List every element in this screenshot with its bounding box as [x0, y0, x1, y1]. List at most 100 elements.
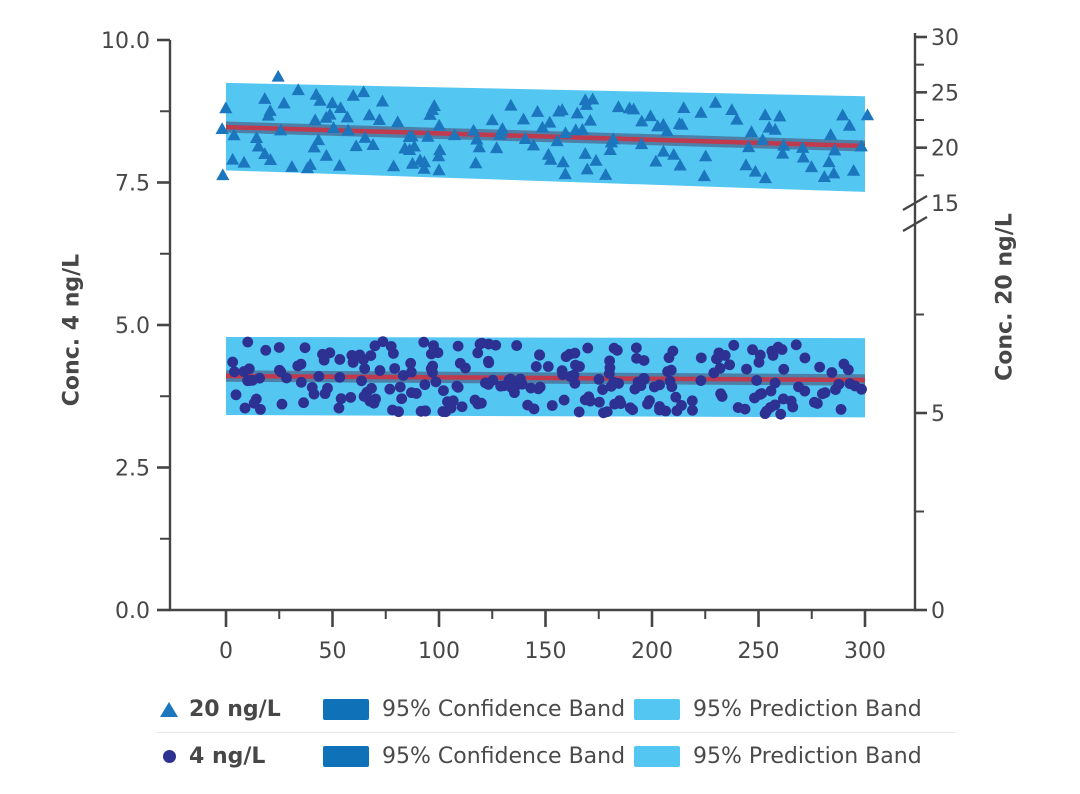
data-point-circle	[505, 373, 516, 385]
data-point-circle	[452, 340, 464, 352]
data-point-triangle	[356, 85, 371, 98]
data-point-triangle	[263, 104, 277, 116]
data-point-triangle	[391, 115, 405, 128]
data-point-circle	[654, 404, 665, 416]
data-point-triangle	[773, 109, 787, 122]
right-tick-label: 30	[931, 26, 959, 51]
data-point-circle	[753, 356, 765, 368]
x-tick-label: 300	[844, 639, 886, 664]
data-point-circle	[756, 388, 768, 399]
data-point-triangle	[697, 169, 711, 182]
data-point-circle	[333, 402, 345, 414]
confidence-band-swatch	[323, 745, 369, 767]
data-point-triangle	[796, 150, 810, 163]
data-point-triangle	[421, 129, 435, 142]
data-point-circle	[534, 349, 545, 361]
data-point-circle	[239, 402, 251, 414]
series-20ng/L	[215, 69, 875, 192]
data-point-circle	[708, 367, 720, 379]
data-point-triangle	[346, 88, 360, 101]
data-point-triangle	[372, 113, 387, 125]
data-point-triangle	[758, 171, 772, 184]
data-point-triangle	[358, 131, 372, 143]
data-point-triangle	[413, 153, 427, 166]
right-tick-label: 5	[931, 402, 945, 427]
right-axis-title: Conc. 20 ng/L	[992, 213, 1018, 381]
legend-series-label: 20 ng/L	[189, 696, 281, 722]
data-point-triangle	[431, 149, 446, 162]
data-point-circle	[799, 352, 811, 364]
data-point-circle	[454, 357, 466, 369]
left-tick-label: 0.0	[115, 599, 150, 624]
prediction-band-swatch	[634, 745, 680, 767]
data-point-triangle	[432, 163, 446, 176]
data-point-triangle	[432, 118, 446, 131]
data-point-triangle	[215, 122, 229, 135]
data-point-circle	[483, 357, 495, 369]
data-point-circle	[275, 366, 287, 378]
data-point-circle	[741, 363, 752, 375]
data-point-triangle	[285, 160, 299, 172]
data-point-triangle	[309, 87, 323, 100]
data-point-circle	[777, 393, 789, 405]
data-point-circle	[569, 347, 581, 359]
data-point-circle	[715, 388, 727, 400]
data-point-triangle	[589, 154, 603, 166]
data-point-circle	[396, 393, 408, 405]
data-point-circle	[765, 385, 777, 397]
prediction-band-swatch	[634, 698, 680, 720]
confidence-band-label: 95% Confidence Band	[382, 696, 626, 722]
data-point-triangle	[555, 103, 569, 116]
legend-series-label: 4 ng/L	[189, 743, 266, 769]
data-point-circle	[569, 377, 581, 389]
data-point-circle	[490, 339, 502, 351]
legend-divider	[157, 732, 955, 733]
data-point-triangle	[485, 113, 499, 126]
data-point-circle	[472, 347, 484, 359]
data-point-circle	[445, 402, 457, 414]
data-point-triangle	[739, 158, 753, 171]
data-point-circle	[778, 363, 790, 375]
data-point-triangle	[470, 132, 484, 145]
data-point-triangle	[504, 98, 518, 111]
data-point-triangle	[817, 170, 831, 182]
data-point-circle	[469, 394, 481, 406]
x-tick-label: 250	[738, 639, 780, 664]
data-point-circle	[358, 390, 370, 402]
data-point-circle	[546, 400, 558, 411]
data-point-circle	[419, 379, 431, 391]
data-point-circle	[276, 398, 288, 410]
data-point-circle	[298, 397, 309, 409]
data-point-triangle	[493, 128, 507, 140]
data-point-triangle	[237, 155, 251, 168]
right-tick-label: 15	[931, 192, 959, 217]
data-point-triangle	[603, 143, 617, 155]
data-point-triangle	[227, 128, 241, 141]
right-tick-label: 25	[931, 81, 959, 106]
data-point-circle	[385, 340, 397, 352]
data-point-triangle	[569, 123, 583, 136]
data-point-triangle	[516, 112, 531, 125]
confidence-band-swatch	[323, 698, 369, 720]
data-point-circle	[228, 366, 240, 378]
data-point-circle	[598, 407, 609, 419]
data-point-triangle	[362, 108, 376, 121]
data-point-circle	[474, 338, 486, 350]
data-point-circle	[560, 351, 572, 363]
data-point-circle	[604, 362, 616, 374]
data-point-circle	[844, 378, 856, 390]
data-point-triangle	[271, 69, 285, 82]
data-point-circle	[767, 349, 779, 361]
data-point-triangle	[332, 159, 347, 171]
axes: 0 50 100 150 200 250 300 0.0 2.5 5.0 7.5 10.0 0 5 20 25…	[101, 26, 959, 664]
data-point-triangle	[842, 118, 857, 131]
data-point-circle	[558, 394, 570, 406]
data-point-circle	[630, 342, 642, 354]
data-point-circle	[695, 352, 707, 364]
data-point-triangle	[447, 128, 462, 141]
data-point-circle	[838, 358, 850, 370]
data-point-circle	[816, 388, 828, 400]
data-point-triangle	[216, 168, 230, 181]
data-point-circle	[356, 375, 367, 387]
